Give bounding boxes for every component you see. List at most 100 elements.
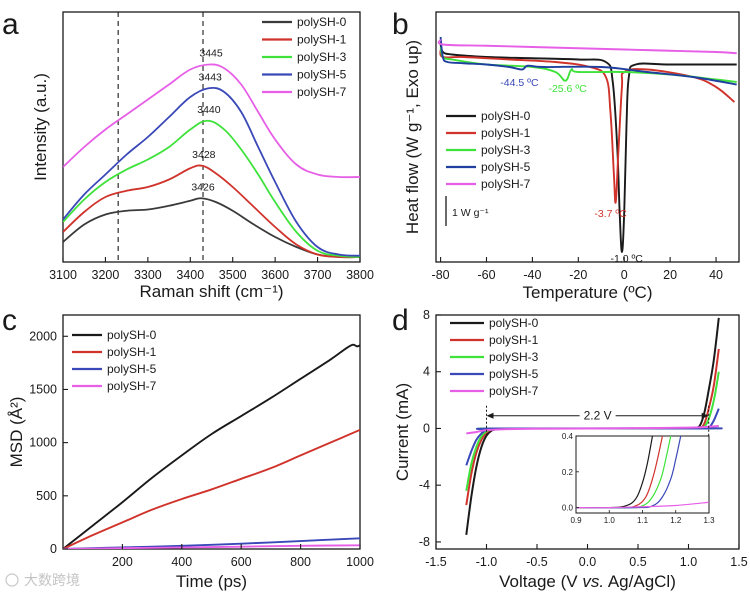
panel-b-xtick-label: -80 bbox=[432, 268, 450, 282]
panel-c-ytick-label: 1500 bbox=[29, 382, 57, 396]
panel-c-xlabel: Time (ps) bbox=[176, 572, 247, 591]
panel-d-ytick-label: 0 bbox=[423, 421, 430, 435]
panel-c-letter: c bbox=[2, 304, 17, 337]
panel-b-legend-label: polySH-3 bbox=[481, 143, 531, 157]
panel-a-xtick-label: 3500 bbox=[219, 268, 247, 282]
panel-b-series-polysh-7 bbox=[437, 38, 737, 55]
panel-a: 3100 3200 3300 3400 3500 3600 3700 3800 3426 3428… bbox=[31, 11, 374, 301]
panel-c: 200 400 600 800 1000 0 500 1000 1500 2000 polySH-0… bbox=[7, 314, 374, 591]
panel-a-series-polysh-0 bbox=[63, 197, 360, 259]
panel-a-xtick-label: 3600 bbox=[261, 268, 289, 282]
panel-d-xtick-label: 1.5 bbox=[730, 555, 747, 569]
panel-d-window-label-bg bbox=[579, 406, 616, 423]
panel-a-series-polysh-5 bbox=[63, 86, 360, 257]
panel-d-xlabel-part: Voltage (V bbox=[499, 572, 582, 591]
panel-d-inset-xtick-label: 1.1 bbox=[637, 516, 649, 525]
panel-d: -1.5 -1.0 -0.5 0.0 0.5 1.0 1.5 -8 -4 0 4 8 2.2 V poly… bbox=[393, 308, 748, 591]
panel-d-xtick-label: -0.5 bbox=[526, 555, 548, 569]
panel-c-series-polysh-0 bbox=[63, 343, 360, 549]
panel-d-xlabel: Voltage (V vs. Ag/AgCl) bbox=[499, 572, 676, 591]
panel-a-xlabel: Raman shift (cm⁻¹) bbox=[139, 282, 283, 301]
panel-a-peak-label: 3445 bbox=[199, 48, 223, 60]
panel-c-frame bbox=[62, 314, 361, 550]
panel-d-inset-series-polysh-5 bbox=[576, 436, 682, 509]
panel-d-window-arrowhead-right bbox=[701, 412, 709, 419]
panel-a-xtick-label: 3100 bbox=[49, 268, 77, 282]
panel-d-letter: d bbox=[392, 304, 409, 337]
panel-b-ylabel: Heat flow (W g⁻¹, Exo up) bbox=[403, 40, 422, 234]
panel-a-xtick-label: 3300 bbox=[134, 268, 162, 282]
panel-d-inset-ytick-label: 0.4 bbox=[562, 432, 574, 441]
panel-d-ytick-label: 4 bbox=[423, 365, 430, 379]
panel-c-xtick-label: 400 bbox=[171, 555, 192, 569]
panel-d-legend-label: polySH-0 bbox=[489, 316, 539, 330]
panel-d-ytick-label: 8 bbox=[423, 308, 430, 322]
panel-d-xtick-label: -1.5 bbox=[425, 555, 447, 569]
panel-c-legend-label: polySH-1 bbox=[107, 345, 157, 359]
panel-a-xtick-label: 3700 bbox=[304, 268, 332, 282]
panel-c-xtick-label: 600 bbox=[231, 555, 252, 569]
panel-a-xtick-label: 3800 bbox=[346, 268, 374, 282]
panel-d-ytick-label: -4 bbox=[419, 478, 430, 492]
panel-b-scale-bar-label: 1 W g⁻¹ bbox=[452, 207, 489, 219]
panel-d-inset-xtick-label: 1.3 bbox=[703, 516, 715, 525]
panel-d-inset-ytick-label: 0.0 bbox=[562, 504, 574, 513]
panel-b-annotation: -25.6 ºC bbox=[548, 83, 587, 95]
panel-b-series-polysh-1 bbox=[439, 49, 736, 204]
panel-a-frame bbox=[62, 11, 361, 263]
panel-b-xtick-label: -40 bbox=[523, 268, 541, 282]
panel-c-legend-label: polySH-7 bbox=[107, 379, 157, 393]
panel-a-peak-label: 3443 bbox=[199, 71, 223, 83]
panel-d-inset-xtick-label: 1.0 bbox=[604, 516, 616, 525]
panel-a-series-group bbox=[63, 63, 360, 259]
panel-a-legend-label: polySH-0 bbox=[297, 15, 347, 29]
panel-c-ytick-label: 0 bbox=[50, 542, 57, 556]
panel-c-series-group bbox=[63, 343, 360, 549]
panel-a-legend-label: polySH-7 bbox=[297, 85, 347, 99]
panel-a-peak-label: 3440 bbox=[197, 104, 221, 116]
panel-c-ytick-label: 1000 bbox=[29, 436, 57, 450]
panel-d-legend-label: polySH-1 bbox=[489, 333, 539, 347]
panel-d-xtick-label: 1.0 bbox=[680, 555, 697, 569]
panel-b-series-group bbox=[437, 36, 737, 253]
panel-b-letter: b bbox=[392, 8, 409, 41]
panel-d-inset-frame bbox=[575, 435, 710, 514]
watermark: 大数跨境 bbox=[5, 572, 80, 588]
panel-b-frame bbox=[435, 11, 740, 263]
panel-b: -80 -60 -40 -20 0 20 40 -44.5 ºC -25.6 ºC -3.7 ºC… bbox=[403, 11, 740, 302]
panel-b-legend-label: polySH-7 bbox=[481, 177, 531, 191]
panel-b-legend-label: polySH-5 bbox=[481, 160, 531, 174]
panel-d-xtick-label: 0.5 bbox=[629, 555, 646, 569]
panel-d-ylabel: Current (mA) bbox=[393, 383, 412, 481]
panel-a-series-polysh-3 bbox=[63, 119, 360, 258]
panel-b-series-polysh-5 bbox=[439, 36, 737, 86]
panel-b-annotation: -1.0 ºC bbox=[610, 253, 643, 265]
panel-a-ylabel: Intensity (a.u.) bbox=[31, 73, 50, 181]
panel-a-legend-label: polySH-3 bbox=[297, 50, 347, 64]
panel-a-letter: a bbox=[2, 8, 19, 41]
panel-c-xtick-label: 1000 bbox=[346, 555, 374, 569]
panel-d-window-label: 2.2 V bbox=[584, 409, 612, 423]
panel-b-xtick-label: -20 bbox=[569, 268, 587, 282]
panel-b-xlabel: Temperature (ºC) bbox=[523, 283, 653, 302]
panel-d-inset-xtick-label: 0.9 bbox=[570, 516, 582, 525]
panel-a-series-polysh-1 bbox=[63, 164, 360, 259]
panel-d-legend-label: polySH-7 bbox=[489, 384, 539, 398]
panel-d-frame bbox=[435, 314, 740, 550]
panel-b-xtick-label: -60 bbox=[477, 268, 495, 282]
panel-d-window-arrowhead-left bbox=[486, 412, 494, 419]
panel-b-xtick-label: 20 bbox=[663, 268, 677, 282]
panel-d-legend-label: polySH-3 bbox=[489, 350, 539, 364]
panel-a-series-polysh-7 bbox=[63, 63, 360, 179]
panel-c-series-polysh-1 bbox=[63, 428, 360, 549]
panel-a-xtick-label: 3400 bbox=[176, 268, 204, 282]
panel-b-legend-label: polySH-0 bbox=[481, 109, 531, 123]
panel-b-legend-label: polySH-1 bbox=[481, 126, 531, 140]
panel-d-ytick-label: -8 bbox=[419, 535, 430, 549]
panel-d-xlabel-part: vs. bbox=[582, 572, 604, 591]
panel-d-inset-xtick-label: 1.2 bbox=[670, 516, 682, 525]
panel-c-xtick-label: 200 bbox=[112, 555, 133, 569]
panel-d-inset-series-polysh-7 bbox=[576, 501, 709, 509]
panel-b-xtick-label: 0 bbox=[621, 268, 628, 282]
